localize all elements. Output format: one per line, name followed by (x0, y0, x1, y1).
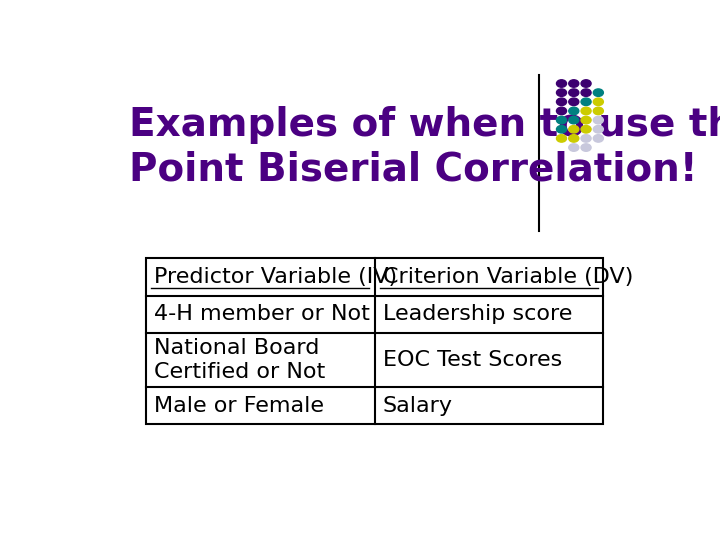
Circle shape (557, 134, 567, 142)
Circle shape (557, 98, 567, 105)
Circle shape (593, 107, 603, 114)
Circle shape (569, 134, 579, 142)
Bar (145, 258, 603, 424)
Circle shape (593, 125, 603, 133)
Circle shape (569, 80, 579, 87)
Circle shape (581, 107, 591, 114)
Text: Male or Female: Male or Female (154, 396, 324, 416)
Text: 4-H member or Not: 4-H member or Not (154, 304, 370, 325)
Circle shape (569, 89, 579, 97)
Text: Examples of when to use the
Point Biserial Correlation!: Examples of when to use the Point Biseri… (129, 106, 720, 188)
Circle shape (557, 125, 567, 133)
Circle shape (593, 89, 603, 97)
Circle shape (557, 116, 567, 124)
Circle shape (581, 116, 591, 124)
Circle shape (581, 80, 591, 87)
Circle shape (593, 116, 603, 124)
Circle shape (569, 116, 579, 124)
Circle shape (581, 98, 591, 105)
Circle shape (557, 89, 567, 97)
Text: EOC Test Scores: EOC Test Scores (383, 350, 562, 370)
Circle shape (581, 125, 591, 133)
Circle shape (569, 144, 579, 151)
Circle shape (569, 125, 579, 133)
Text: National Board
Certified or Not: National Board Certified or Not (154, 339, 325, 382)
Circle shape (581, 89, 591, 97)
Circle shape (593, 134, 603, 142)
Text: Salary: Salary (383, 396, 453, 416)
Circle shape (569, 98, 579, 105)
Text: Predictor Variable (IV): Predictor Variable (IV) (154, 267, 397, 287)
Text: Leadership score: Leadership score (383, 304, 572, 325)
Circle shape (581, 134, 591, 142)
Circle shape (593, 98, 603, 105)
Circle shape (557, 107, 567, 114)
Circle shape (581, 144, 591, 151)
Text: Criterion Variable (DV): Criterion Variable (DV) (383, 267, 634, 287)
Circle shape (569, 107, 579, 114)
Circle shape (557, 80, 567, 87)
